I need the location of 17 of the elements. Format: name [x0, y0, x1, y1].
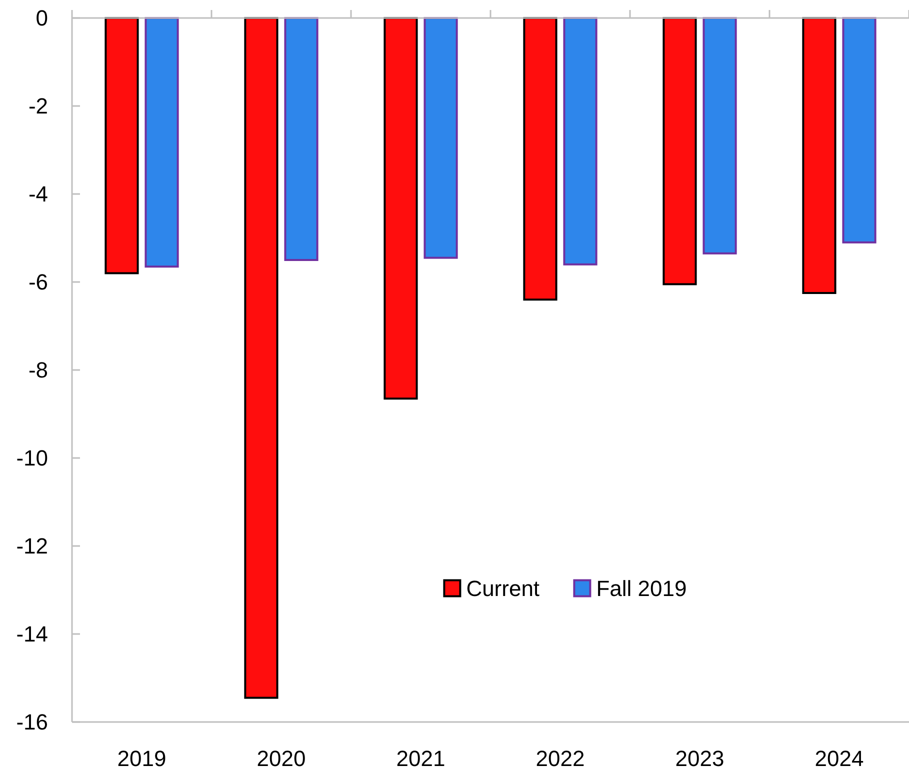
- y-tick-label: -10: [16, 446, 48, 471]
- x-tick-label: 2022: [536, 746, 585, 771]
- y-tick-label: -2: [28, 94, 48, 119]
- y-tick-label: -6: [28, 270, 48, 295]
- x-tick-label: 2019: [117, 746, 166, 771]
- y-tick-label: -8: [28, 358, 48, 383]
- y-tick-label: 0: [36, 6, 48, 31]
- x-tick-label: 2023: [675, 746, 724, 771]
- y-tick-label: -4: [28, 182, 48, 207]
- y-tick-label: -16: [16, 710, 48, 735]
- x-tick-label: 2020: [256, 746, 306, 771]
- legend-label: Fall 2019: [596, 576, 687, 601]
- x-tick-label: 2024: [814, 746, 864, 771]
- legend-label: Current: [466, 576, 540, 601]
- y-tick-label: -12: [16, 534, 48, 559]
- y-tick-label: -14: [16, 622, 48, 647]
- x-tick-label: 2021: [396, 746, 446, 771]
